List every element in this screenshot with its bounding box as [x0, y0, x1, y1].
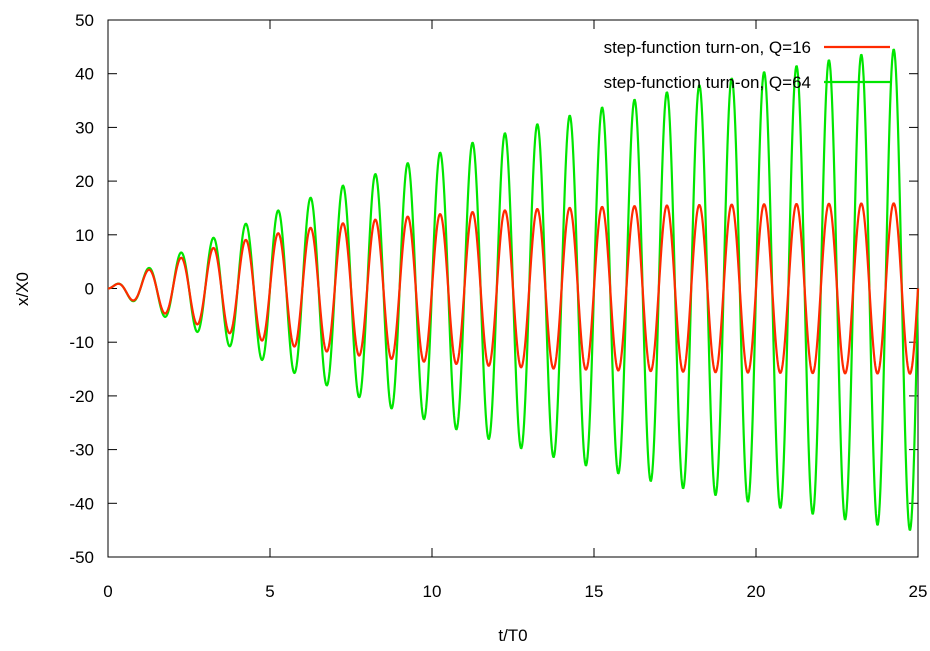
- x-tick-label: 0: [103, 582, 112, 601]
- series-line-q16: [107, 202, 920, 375]
- x-tick-label: 15: [585, 582, 604, 601]
- y-tick-label: -50: [69, 548, 94, 567]
- x-tick-label: 20: [747, 582, 766, 601]
- x-tick-label: 10: [423, 582, 442, 601]
- y-tick-label: -20: [69, 387, 94, 406]
- x-tick-label: 5: [265, 582, 274, 601]
- x-axis-label: t/T0: [498, 626, 527, 645]
- legend-label: step-function turn-on, Q=16: [604, 38, 811, 57]
- y-tick-label: 0: [85, 280, 94, 299]
- ticks: [107, 19, 919, 558]
- tick-labels: 0 5 10 15 20 25 50 40 30 20 10 0 -10 -20 -30 -40 -50: [69, 11, 927, 601]
- y-tick-label: 20: [75, 172, 94, 191]
- y-tick-label: 30: [75, 118, 94, 137]
- series-lines: [107, 48, 920, 531]
- y-axis-label: x/X0: [13, 272, 32, 306]
- y-tick-label: 40: [75, 65, 94, 84]
- y-tick-label: 50: [75, 11, 94, 30]
- legend-label: step-function turn-on, Q=64: [604, 73, 811, 92]
- y-tick-label: -30: [69, 441, 94, 460]
- x-tick-label: 25: [909, 582, 928, 601]
- legend: step-function turn-on, Q=16 step-function…: [604, 38, 890, 92]
- y-tick-label: -40: [69, 494, 94, 513]
- y-tick-label: -10: [69, 333, 94, 352]
- y-tick-label: 10: [75, 226, 94, 245]
